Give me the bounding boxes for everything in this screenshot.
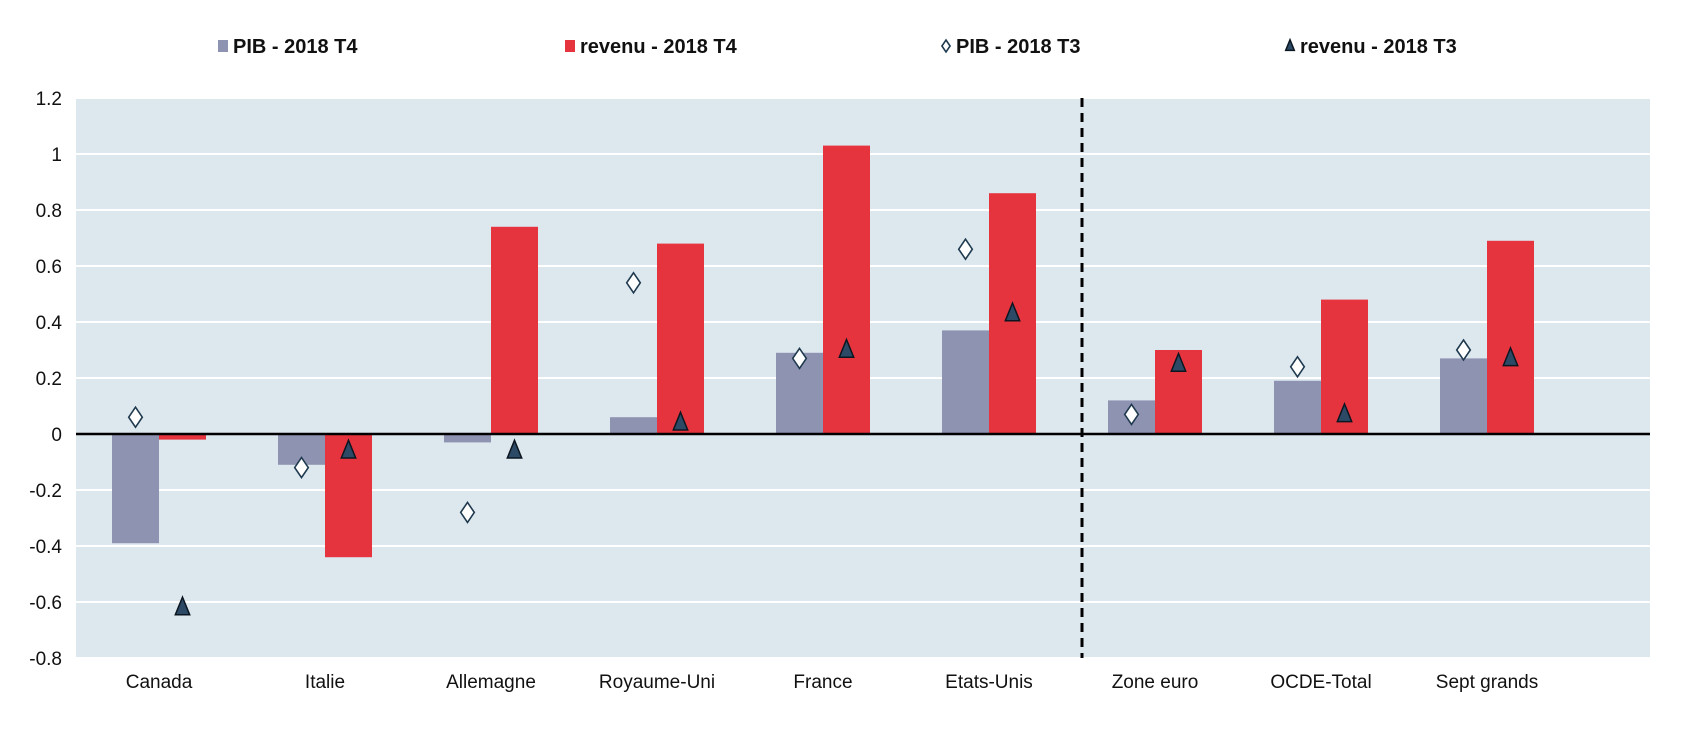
y-tick-label: 0.8 [36, 201, 62, 222]
legend-label: PIB - 2018 T4 [233, 36, 358, 58]
y-tick-label: 1 [51, 145, 62, 166]
legend: PIB - 2018 T4 revenu - 2018 T4 PIB - 2018 … [218, 36, 1457, 58]
y-tick-label: 0 [51, 425, 62, 446]
x-tick-label: Allemagne [446, 672, 536, 693]
x-tick-label: Zone euro [1112, 672, 1199, 693]
legend-swatch [565, 40, 575, 52]
y-tick-label: -0.8 [29, 649, 62, 670]
y-tick-label: 0.2 [36, 369, 62, 390]
marker-triangle [506, 438, 523, 459]
marker-diamond [791, 346, 808, 370]
markers [127, 237, 1519, 616]
marker-diamond [127, 405, 144, 429]
marker-diamond [940, 38, 952, 54]
x-tick-label: OCDE-Total [1270, 672, 1371, 693]
x-axis-ticks: Canada Italie Allemagne Royaume-Uni France Et… [126, 672, 1539, 693]
bar-pib-t4 [1440, 358, 1487, 434]
legend-label: revenu - 2018 T3 [1300, 36, 1457, 58]
y-tick-label: -0.4 [29, 537, 62, 558]
bar-revenu-t4 [657, 243, 704, 434]
y-tick-label: 0.6 [36, 257, 62, 278]
x-tick-label: Canada [126, 672, 193, 693]
x-tick-label: Italie [305, 672, 345, 693]
marker-diamond [1455, 338, 1472, 362]
marker-triangle [672, 410, 689, 431]
marker-diamond [957, 237, 974, 261]
marker-triangle [1004, 301, 1021, 322]
legend-swatch [218, 40, 228, 52]
y-axis-ticks: 1.2 1 0.8 0.6 0.4 0.2 0 -0.2 -0.4 -0.6 -0.8 [29, 89, 62, 670]
y-tick-label: 0.4 [36, 313, 63, 334]
bar-revenu-t4 [491, 226, 538, 434]
x-tick-label: Etats-Unis [945, 672, 1033, 693]
bar-pib-t4 [942, 330, 989, 434]
y-tick-label: -0.2 [29, 481, 62, 502]
x-tick-label: France [793, 672, 852, 693]
marker-triangle [174, 595, 191, 616]
bar-pib-t4 [112, 434, 159, 544]
y-tick-label: -0.6 [29, 593, 62, 614]
bar-revenu-t4 [823, 145, 870, 434]
marker-triangle [1170, 351, 1187, 372]
bar-revenu-t4 [1487, 240, 1534, 434]
bar-pib-t4 [1274, 380, 1321, 434]
marker-diamond [1289, 355, 1306, 379]
marker-diamond [459, 500, 476, 524]
marker-triangle [1502, 345, 1519, 367]
legend-label: revenu - 2018 T4 [580, 36, 738, 58]
bar-pib-t4 [610, 417, 657, 434]
y-tick-label: 1.2 [36, 89, 62, 110]
legend-label: PIB - 2018 T3 [956, 36, 1081, 58]
marker-triangle [1284, 37, 1296, 52]
x-tick-label: Sept grands [1436, 672, 1538, 693]
marker-triangle [340, 438, 357, 459]
marker-triangle [838, 337, 855, 358]
marker-diamond [1123, 402, 1140, 426]
marker-triangle [1336, 401, 1353, 423]
x-tick-label: Royaume-Uni [599, 672, 715, 693]
bar-pib-t4 [444, 434, 491, 443]
bar-revenu-t4 [159, 434, 206, 440]
marker-diamond [625, 271, 642, 295]
marker-diamond [293, 456, 310, 480]
